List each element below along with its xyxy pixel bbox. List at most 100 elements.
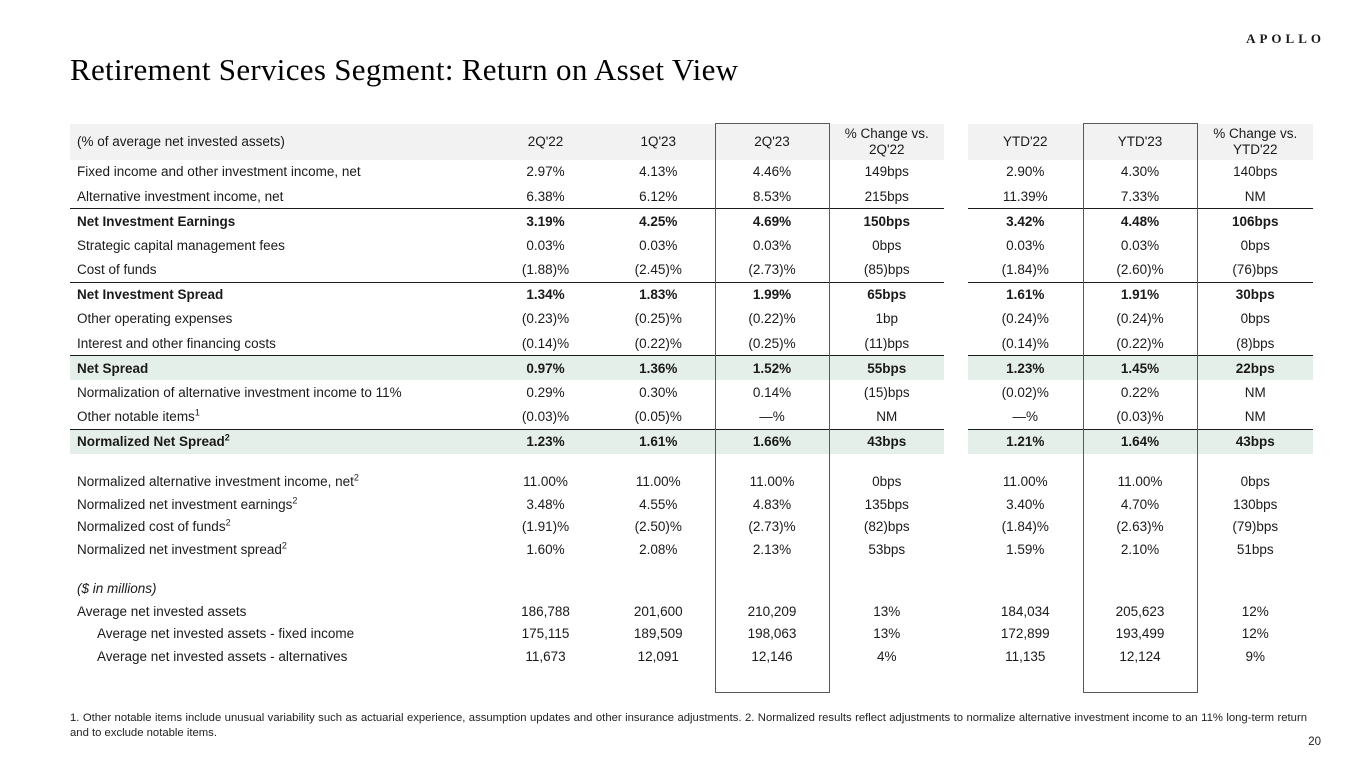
table-cell: 0.30% — [639, 384, 678, 400]
table-cell: 22bps — [1197, 355, 1313, 380]
table-cell: —% — [1012, 409, 1038, 424]
table-cell — [714, 667, 830, 693]
table-cell: 2.13% — [714, 538, 830, 561]
return-on-asset-table: (% of average net invested assets) 2Q'22… — [70, 123, 1313, 693]
table-cell: 11,135 — [1005, 648, 1046, 664]
table-cell: 1.21% — [968, 428, 1083, 454]
column-header-change-vs-ytd22: % Change vs. YTD'22 — [1197, 123, 1313, 160]
table-cell: 11.00% — [635, 474, 681, 490]
table-cell: (0.02)% — [1001, 384, 1049, 400]
row-label: Other operating expenses — [77, 311, 233, 327]
table-cell — [602, 561, 715, 578]
table-row: Normalization of alternative investment … — [70, 380, 1313, 405]
table-cell — [968, 578, 1083, 601]
table-cell — [1082, 560, 1198, 578]
column-gap — [944, 160, 968, 185]
table-cell: 2.10% — [1082, 538, 1198, 561]
table-cell: 4.69% — [714, 208, 830, 233]
table-cell: 1.91% — [1082, 281, 1198, 307]
table-cell: (1.88)% — [521, 262, 570, 277]
table-cell — [968, 454, 1083, 471]
table-cell: NM — [876, 409, 898, 424]
row-label: Normalized Net Spread2 — [70, 428, 489, 454]
column-gap — [944, 623, 968, 646]
table-cell: 189,509 — [633, 626, 683, 642]
row-label: Normalized net investment spread2 — [77, 540, 287, 557]
table-cell: (1.84)% — [1001, 519, 1049, 535]
table-cell: 43bps — [829, 428, 944, 454]
table-cell: 106bps — [1197, 208, 1313, 233]
table-cell: (2.73)% — [714, 515, 830, 538]
table-cell — [968, 668, 1083, 693]
column-gap — [944, 405, 968, 430]
table-cell: (2.50)% — [634, 519, 682, 535]
table-cell: (85)bps — [863, 262, 910, 277]
table-cell: 150bps — [829, 208, 944, 233]
table-cell: 140bps — [1233, 164, 1278, 180]
table-cell — [602, 578, 715, 601]
table-cell — [1197, 578, 1313, 601]
table-cell — [602, 454, 715, 471]
table-cell — [1197, 454, 1313, 471]
table-cell: (79)bps — [1232, 519, 1279, 535]
table-cell: 1.99% — [714, 281, 830, 307]
table-cell — [489, 578, 602, 601]
table-cell: (0.14)% — [1001, 335, 1049, 351]
table-row: Average net invested assets 186,788 201,60… — [70, 600, 1313, 623]
table-cell: 11,673 — [525, 648, 566, 664]
column-gap — [944, 645, 968, 668]
table-cell: (0.22)% — [714, 306, 830, 331]
table-cell: 11.00% — [1082, 470, 1198, 493]
column-header-change-vs-2q22: % Change vs. 2Q'22 — [829, 123, 944, 160]
table-cell: (2.60)% — [1082, 257, 1198, 282]
table-cell: 1.83% — [602, 281, 715, 307]
table-cell — [714, 453, 830, 471]
column-gap — [944, 331, 968, 356]
table-cell — [602, 668, 715, 693]
table-row: Normalized net investment spread2 1.60% 2.… — [70, 538, 1313, 561]
table-cell — [489, 454, 602, 471]
table-cell: 198,063 — [714, 622, 830, 645]
column-header-1q23: 1Q'23 — [602, 123, 715, 160]
table-cell: 0.14% — [714, 380, 830, 405]
table-cell: 12% — [1241, 626, 1269, 642]
table-cell: 12,091 — [637, 648, 679, 664]
table-cell — [1197, 668, 1313, 693]
row-label: Normalization of alternative investment … — [77, 384, 402, 400]
table-cell: 8.53% — [714, 184, 830, 209]
table-cell — [829, 578, 944, 601]
table-cell: 4.13% — [639, 164, 678, 180]
table-row: Other notable items1 (0.03)% (0.05)% —% NM —%… — [70, 404, 1313, 430]
row-label: ($ in millions) — [77, 581, 157, 597]
table-cell: 6.38% — [526, 188, 565, 204]
column-header-ytd22: YTD'22 — [968, 123, 1083, 160]
table-cell: (2.73)% — [714, 257, 830, 282]
table-cell: 7.33% — [1082, 184, 1198, 209]
table-cell: 30bps — [1197, 281, 1313, 307]
column-header-2q23: 2Q'23 — [714, 123, 830, 160]
table-cell — [829, 454, 944, 471]
table-cell: 1.34% — [489, 281, 602, 307]
row-label: Net Spread — [70, 355, 489, 380]
table-cell: 1.64% — [1082, 428, 1198, 454]
table-row: Alternative investment income, net 6.38% 6… — [70, 184, 1313, 209]
column-gap — [944, 233, 968, 258]
table-cell: 215bps — [864, 188, 909, 204]
table-cell: 2.97% — [526, 164, 565, 180]
page-title: Retirement Services Segment: Return on A… — [70, 52, 739, 87]
table-cell — [1082, 577, 1198, 600]
table-row: Average net invested assets - alternativ… — [70, 645, 1313, 668]
table-cell: 11.39% — [1002, 188, 1048, 204]
row-label: Interest and other financing costs — [77, 335, 276, 351]
table-cell: (8)bps — [1236, 335, 1275, 351]
table-cell: 2.90% — [1006, 164, 1045, 180]
table-row: ($ in millions) — [70, 577, 1313, 601]
table-row: Normalized Net Spread2 1.23% 1.61% 1.66% 43b… — [70, 428, 1313, 454]
table-cell: 3.19% — [489, 208, 602, 233]
table-cell: (0.22)% — [634, 335, 682, 351]
table-cell: (0.22)% — [1082, 331, 1198, 356]
table-cell: (0.24)% — [1082, 306, 1198, 331]
table-row: Normalized cost of funds2 (1.91)% (2.50)% (… — [70, 515, 1313, 538]
table-cell: 43bps — [1197, 428, 1313, 454]
row-label — [70, 454, 489, 471]
